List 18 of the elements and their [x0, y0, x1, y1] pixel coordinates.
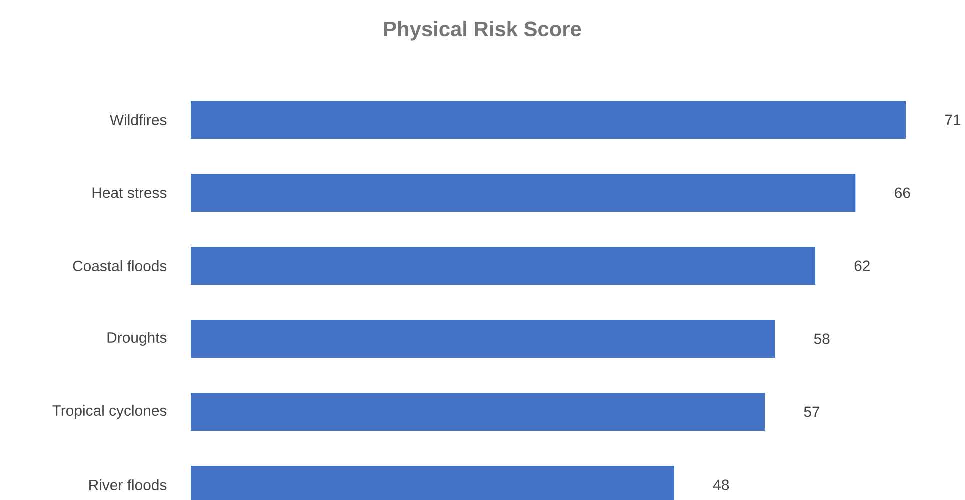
y-tick-label: Droughts — [108, 332, 167, 346]
y-tick-label: River floods — [90, 480, 167, 491]
y-tick-label: Tropical cyclones — [52, 405, 167, 419]
bar — [191, 174, 856, 212]
data-label: 58 — [814, 334, 830, 344]
bar — [191, 393, 766, 432]
bar — [191, 101, 906, 140]
data-label: 48 — [713, 480, 730, 490]
bar — [191, 320, 776, 358]
y-tick-label: Heat stress — [92, 188, 167, 198]
chart-title: Physical Risk Score — [384, 21, 582, 41]
data-label: 62 — [854, 260, 870, 272]
data-label: 57 — [804, 406, 820, 418]
y-tick-label: Coastal floods — [73, 260, 167, 272]
bar — [191, 247, 816, 286]
y-tick-label: Wildfires — [110, 114, 167, 126]
data-label: 66 — [895, 188, 910, 198]
data-label: 71 — [945, 114, 961, 126]
